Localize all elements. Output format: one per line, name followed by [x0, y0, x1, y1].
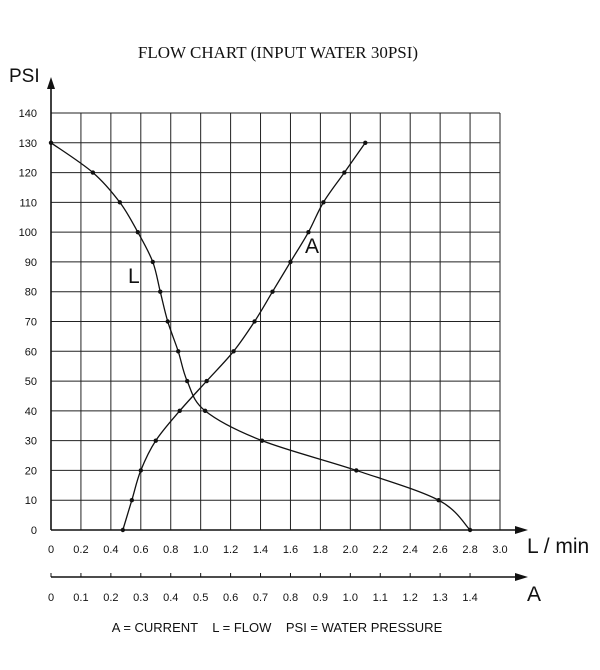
series-a-label: A — [305, 235, 319, 258]
series-a-point — [204, 378, 209, 384]
series-a-point — [129, 498, 135, 503]
x-tick-label: 0.6 — [133, 544, 148, 556]
x-axis-label: L / min — [527, 535, 589, 558]
series-a-point — [363, 140, 368, 145]
series-l-point — [259, 438, 265, 443]
x-tick-label: 1.4 — [253, 544, 268, 556]
x2-tick-label: 1.0 — [343, 592, 358, 604]
series-l-point — [48, 140, 54, 145]
series-l-label: L — [128, 265, 140, 288]
series-a-point — [306, 229, 311, 235]
y-tick-label: 90 — [25, 257, 37, 269]
series-a-point — [342, 170, 347, 175]
y-tick-label: 50 — [25, 376, 37, 388]
series-l-point — [184, 378, 190, 384]
x2-tick-label: 0.8 — [283, 592, 298, 604]
x2-axis-label: A — [527, 583, 541, 606]
x2-tick-label: 0.6 — [223, 592, 238, 604]
x-tick-label: 3.0 — [492, 544, 507, 556]
series-a-point — [231, 349, 236, 354]
x-tick-label: 0.4 — [103, 544, 118, 556]
x2-tick-label: 0.5 — [193, 592, 208, 604]
chart-title: FLOW CHART (INPUT WATER 30PSI) — [138, 43, 418, 62]
series-l-point — [467, 527, 473, 533]
x2-tick-label: 1.2 — [403, 592, 418, 604]
y-tick-label: 100 — [19, 227, 37, 239]
y-tick-label: 140 — [19, 108, 37, 120]
series-a-point — [321, 200, 326, 205]
x2-tick-label: 0.1 — [73, 592, 88, 604]
series-a-point — [252, 319, 257, 324]
series-layer: LA — [48, 140, 473, 533]
series-l-point — [90, 170, 96, 175]
series-a-point — [120, 527, 126, 533]
x-tick-label: 2.8 — [462, 544, 477, 556]
y-tick-label: 110 — [19, 197, 37, 209]
series-a-point — [270, 289, 275, 294]
y-tick-label: 80 — [25, 287, 37, 299]
y-axis-arrow — [47, 77, 55, 89]
series-l-point — [354, 468, 359, 473]
series-a-point — [138, 468, 143, 473]
x-tick-label: 2.2 — [373, 544, 388, 556]
y-tick-label: 40 — [25, 406, 37, 418]
legend-text: A = CURRENT L = FLOW PSI = WATER PRESSUR… — [112, 620, 443, 635]
x-tick-label: 0.2 — [73, 544, 88, 556]
y-tick-label: 120 — [19, 168, 37, 180]
x2-tick-label: 0.3 — [133, 592, 148, 604]
x2-tick-label: 1.4 — [462, 592, 477, 604]
series-l-point — [165, 319, 170, 324]
x2-tick-label: 0.2 — [103, 592, 118, 604]
y-tick-label: 130 — [19, 138, 37, 150]
x-tick-label: 1.6 — [283, 544, 298, 556]
series-l-point — [202, 408, 208, 414]
x-axis-arrow — [515, 526, 528, 534]
x-tick-label: 2.0 — [343, 544, 358, 556]
x-tick-label: 1.2 — [223, 544, 238, 556]
y-tick-label: 70 — [25, 317, 37, 329]
y-axis-label: PSI — [9, 66, 40, 87]
x-tick-label: 2.6 — [432, 544, 447, 556]
series-l-point — [150, 259, 155, 265]
y-tick-label: 10 — [25, 495, 37, 507]
y-tick-label: 60 — [25, 346, 37, 358]
series-a-line — [122, 142, 366, 531]
x-tick-label: 1.0 — [193, 544, 208, 556]
series-a-point — [288, 259, 293, 265]
axes — [47, 77, 528, 581]
x2-tick-label: 0.7 — [253, 592, 268, 604]
y-tick-label: 20 — [25, 465, 37, 477]
x-tick-label: 1.8 — [313, 544, 328, 556]
x2-tick-label: 0.9 — [313, 592, 328, 604]
x2-axis-arrow — [515, 573, 528, 581]
x-tick-label: 2.4 — [403, 544, 418, 556]
tick-labels: 0 10 20 30 40 50 60 70 80 90 100 110 120 130 140 0 0.2 0.… — [19, 108, 508, 604]
x2-tick-label: 0 — [48, 592, 54, 604]
series-a-point — [177, 408, 182, 414]
series-l-point — [176, 349, 181, 354]
y-tick-label: 0 — [31, 525, 37, 537]
x-tick-label: 0.8 — [163, 544, 178, 556]
series-l-point — [436, 498, 441, 503]
grid — [51, 112, 501, 530]
y-tick-label: 30 — [25, 436, 37, 448]
x2-tick-label: 1.3 — [432, 592, 447, 604]
x-tick-label: 0 — [48, 544, 54, 556]
series-l-point — [135, 229, 141, 235]
x2-tick-label: 1.1 — [373, 592, 388, 604]
series-a-point — [153, 438, 158, 443]
series-l-point — [117, 200, 123, 205]
x2-tick-label: 0.4 — [163, 592, 178, 604]
series-l-point — [158, 289, 163, 294]
